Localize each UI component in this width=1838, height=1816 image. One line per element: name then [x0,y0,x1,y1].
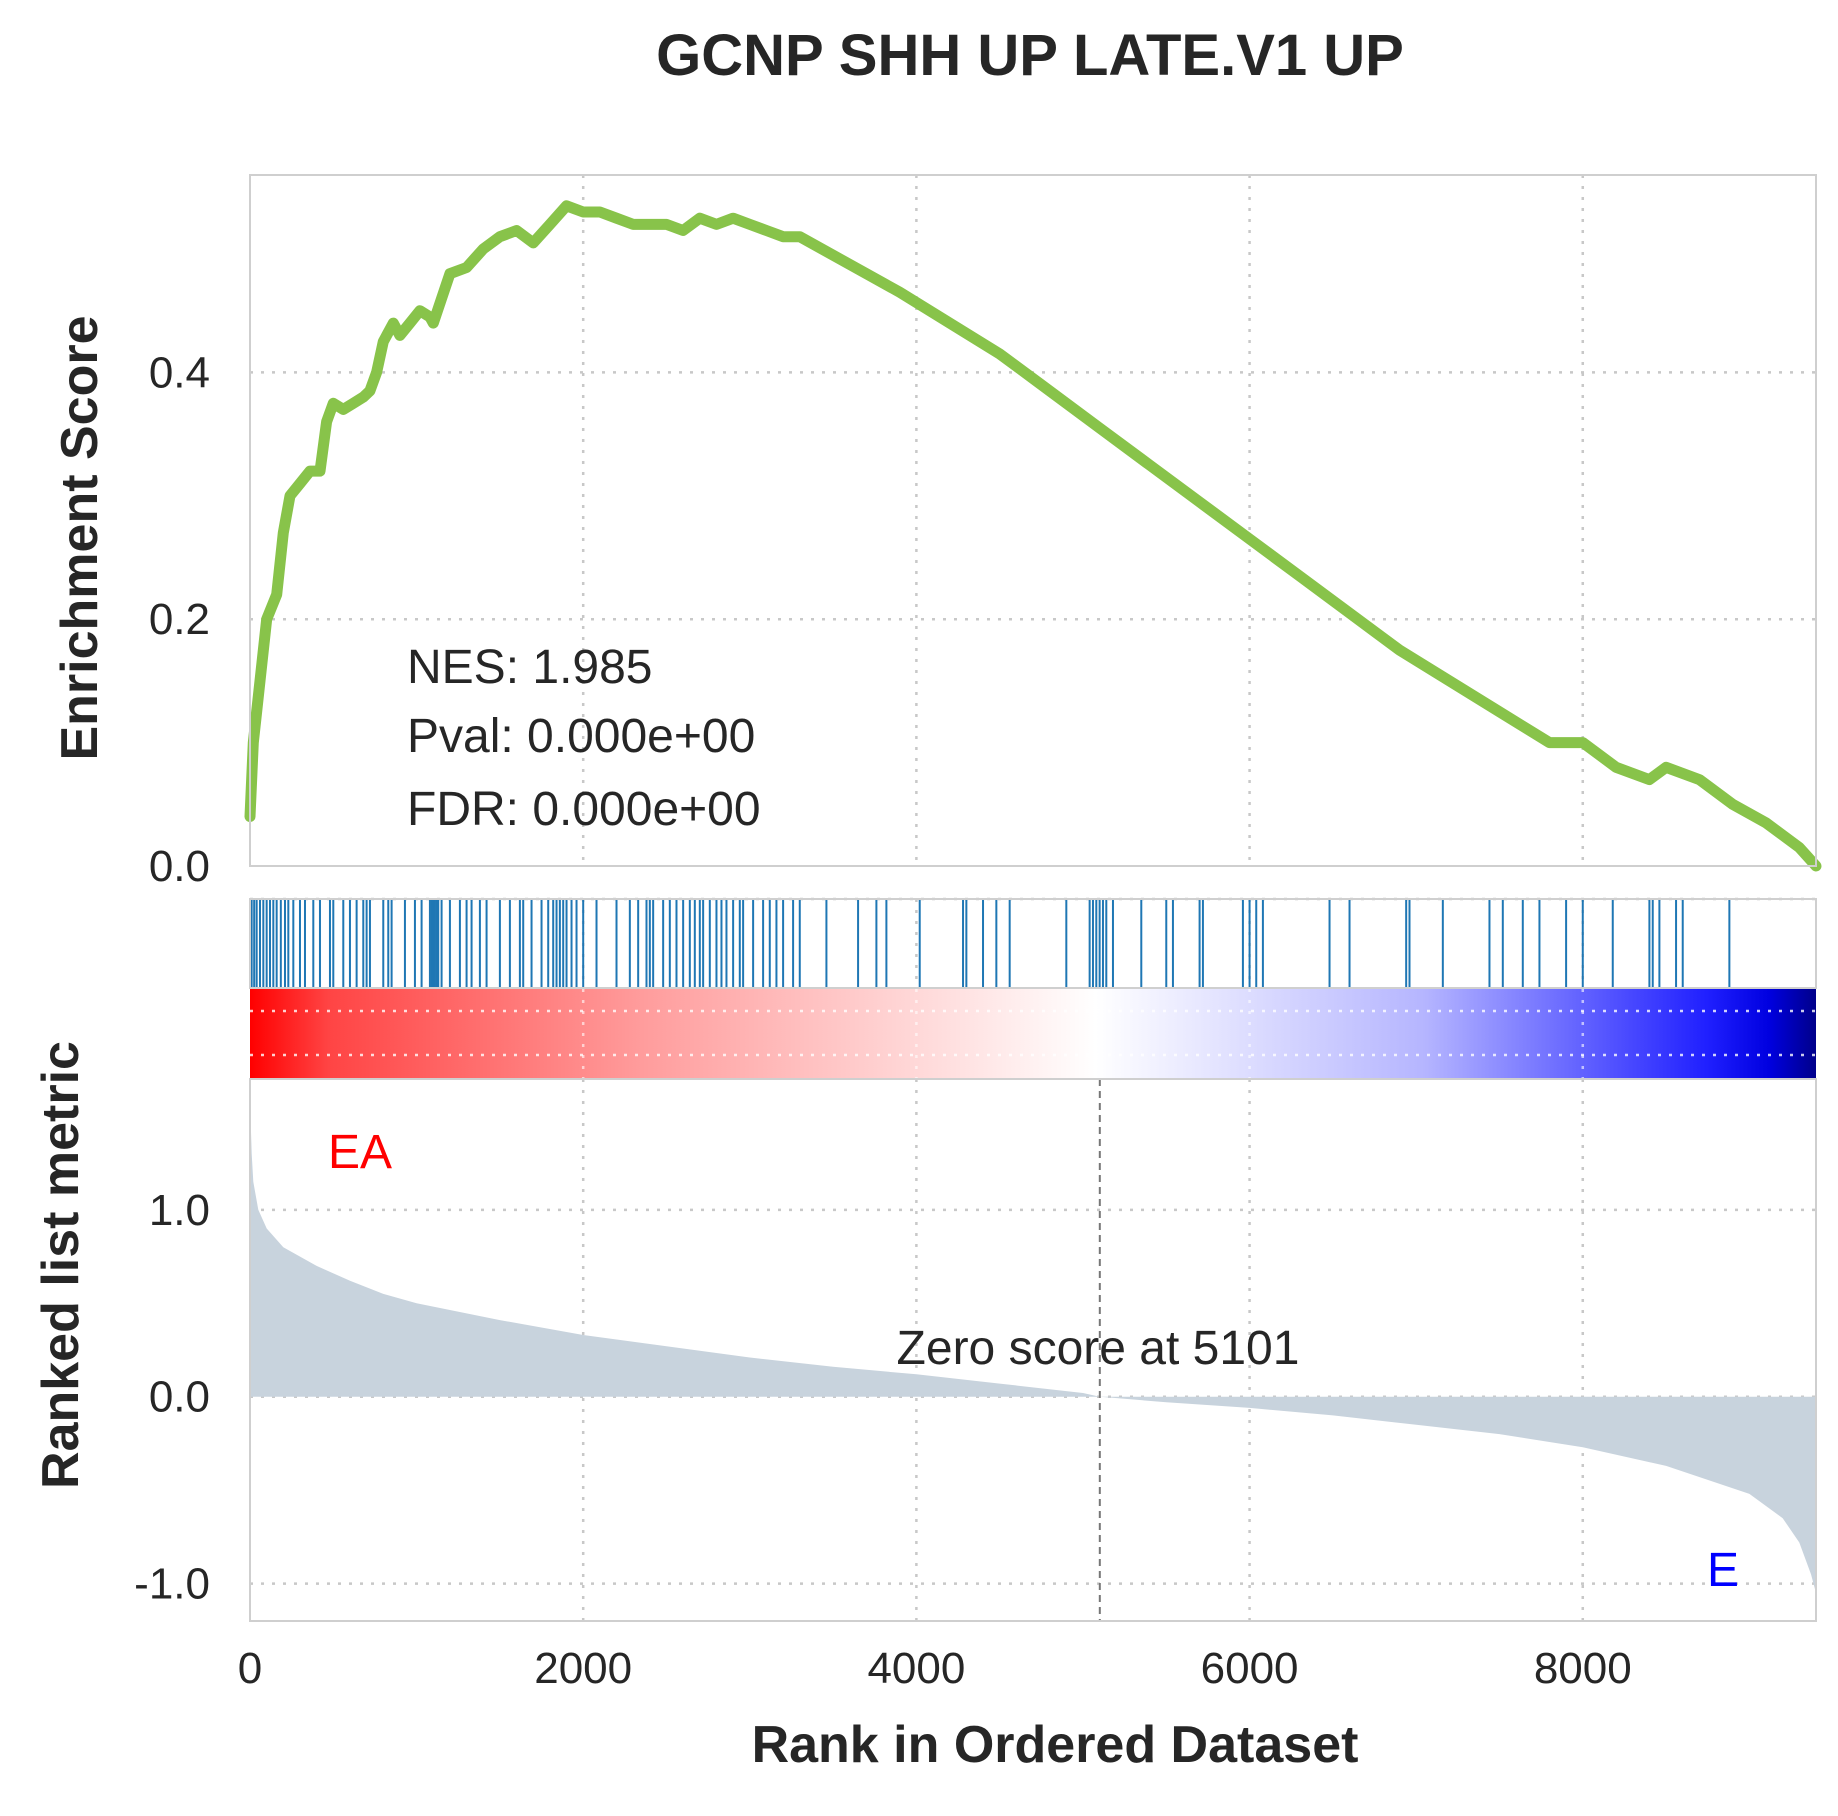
enrichment-y-ticks: 0.0 0.2 0.4 [149,348,210,891]
gene-hit-lines [250,899,1731,988]
rank-colorbar [250,989,1816,1078]
x-tick-label: 2000 [534,1644,632,1693]
ranked-metric-y-tick-label: -1.0 [134,1560,210,1609]
x-axis-ticks: 0 2000 4000 6000 8000 [238,1644,1632,1693]
ranked-metric-y-axis-title: Ranked list metric [32,1041,90,1489]
fdr-annotation: FDR: 0.000e+00 [407,783,761,836]
colorbar-vertical-grid [581,989,1585,1078]
hits-panel-frame [249,898,1817,989]
x-tick-label: 6000 [1201,1644,1299,1693]
x-axis-title: Rank in Ordered Dataset [752,1716,1359,1774]
ranked-metric-grid [250,1079,1816,1621]
ranked-metric-y-tick-label: 0.0 [149,1373,210,1422]
rank-colorbar-panel [250,989,1816,1078]
hits-grid [250,897,1816,988]
gene-hits-panel [249,897,1817,989]
nes-annotation: NES: 1.985 [407,641,652,694]
ranked-metric-panel: -1.0 0.0 1.0 Zero score at 5101 EA E Ranke… [32,1041,1817,1622]
enrichment-y-tick-label: 0.0 [149,842,210,891]
enrichment-score-panel: 0.0 0.2 0.4 NES: 1.985 Pval: 0.000e+00 FDR… [51,174,1822,891]
chart-title: GCNP SHH UP LATE.V1 UP [656,23,1404,88]
enrichment-panel-frame [249,174,1817,867]
x-tick-label: 8000 [1534,1644,1632,1693]
enrichment-y-axis-title: Enrichment Score [51,315,109,760]
ranked-metric-area [250,1097,1816,1593]
ranked-metric-panel-frame [249,1078,1817,1622]
ranked-metric-y-tick-label: 1.0 [149,1186,210,1235]
pval-annotation: Pval: 0.000e+00 [407,710,755,763]
x-tick-label: 4000 [867,1644,965,1693]
enrichment-y-tick-label: 0.2 [149,595,210,644]
enrichment-curve [244,200,1822,872]
positive-phenotype-label: EA [328,1126,392,1179]
enrichment-y-tick-label: 0.4 [149,348,210,397]
ranked-metric-y-ticks: -1.0 0.0 1.0 [134,1186,210,1609]
x-tick-label: 0 [238,1644,262,1693]
zero-score-annotation: Zero score at 5101 [897,1322,1300,1375]
negative-phenotype-label: E [1707,1544,1739,1597]
